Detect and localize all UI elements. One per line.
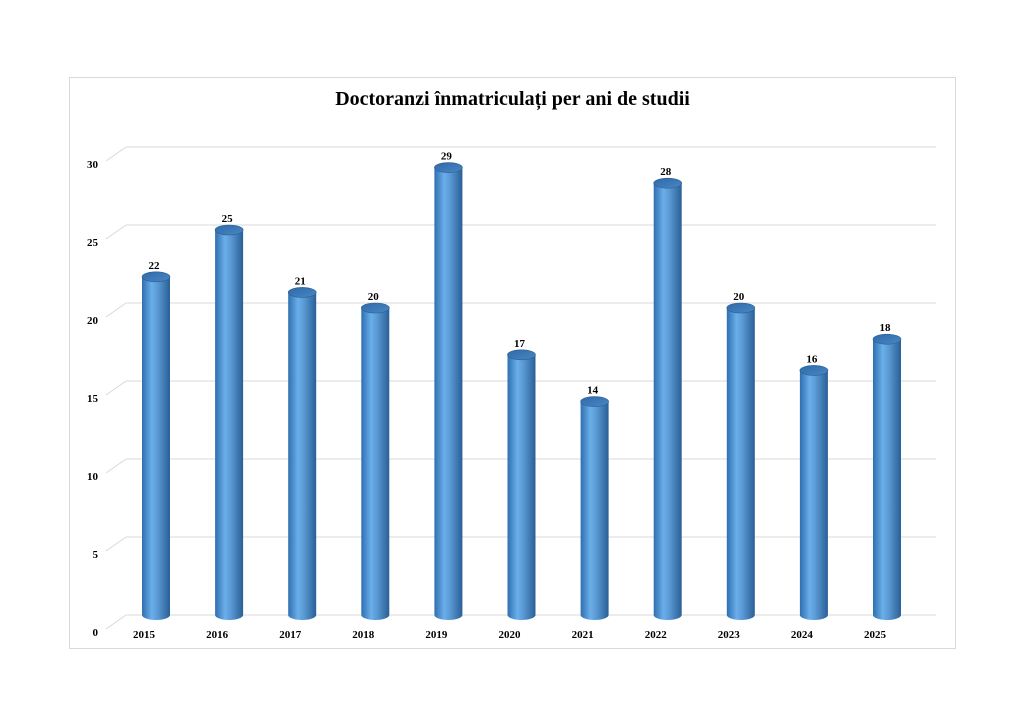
bar-cap (726, 302, 756, 314)
bar-body (288, 292, 317, 620)
bar-body (873, 339, 901, 620)
data-label: 21 (295, 275, 306, 287)
data-label: 20 (368, 291, 380, 303)
y-tick-label: 25 (87, 237, 99, 249)
bar-body (361, 308, 390, 620)
bar-cap (872, 333, 902, 345)
data-label: 25 (222, 213, 234, 225)
data-label: 20 (733, 291, 745, 303)
x-axis: 2015 2016 2017 2018 2019 2020 2021 2022 2023 2024… (133, 629, 887, 641)
x-tick-label: 2018 (352, 629, 375, 641)
bar (214, 224, 244, 620)
bar (653, 177, 683, 620)
chart-frame: Doctoranzi înmatriculați per ani de stud… (69, 77, 956, 649)
data-label: 28 (660, 166, 672, 178)
bar (287, 287, 317, 620)
data-label: 16 (806, 353, 818, 365)
bar (141, 271, 171, 620)
bars (141, 162, 902, 620)
bar (726, 302, 756, 620)
x-tick-label: 2020 (499, 629, 522, 641)
data-label: 29 (441, 151, 453, 163)
y-tick-label: 30 (87, 159, 99, 171)
x-tick-label: 2019 (425, 629, 448, 641)
bar-body (215, 230, 244, 620)
y-tick-label: 20 (87, 315, 99, 327)
bar-cap (507, 349, 536, 361)
x-tick-label: 2016 (206, 629, 229, 641)
bar-body (799, 370, 828, 620)
x-tick-label: 2024 (791, 629, 814, 641)
y-tick-label: 10 (87, 471, 99, 483)
bar (580, 396, 609, 620)
bar-body (142, 276, 170, 620)
data-label: 14 (587, 385, 599, 397)
gridline-depth (105, 146, 127, 162)
bar (872, 333, 902, 620)
x-tick-label: 2017 (279, 629, 302, 641)
bar-cap (580, 396, 609, 407)
bar-cap (287, 287, 317, 298)
bar-body (653, 183, 682, 620)
bar-cap (141, 271, 171, 283)
data-label: 17 (514, 338, 526, 350)
gridline-depth (105, 458, 127, 474)
bar-cap (214, 224, 244, 236)
y-tick-label: 0 (93, 627, 99, 639)
chart-title: Doctoranzi înmatriculați per ani de stud… (335, 88, 690, 110)
x-tick-label: 2021 (572, 629, 594, 641)
x-tick-label: 2025 (864, 629, 887, 641)
data-label: 22 (149, 260, 161, 272)
bar (360, 302, 390, 620)
x-tick-label: 2022 (645, 629, 668, 641)
bar-cap (653, 177, 683, 189)
bar-body (507, 354, 536, 620)
bar-body (580, 401, 609, 620)
gridline-depth (105, 536, 127, 552)
y-tick-label: 5 (93, 549, 99, 561)
bar-body (726, 308, 755, 620)
bar (434, 162, 463, 620)
y-axis: 0 5 10 15 20 25 30 (87, 159, 99, 639)
bar-cap (434, 162, 463, 173)
bar-cap (360, 302, 390, 314)
gridline-depth (105, 614, 127, 630)
bar-cap (799, 365, 829, 376)
gridline-depth (105, 302, 127, 318)
bar (799, 365, 829, 620)
bar (507, 349, 536, 620)
x-tick-label: 2023 (718, 629, 741, 641)
data-labels: 22 25 21 20 29 17 14 28 20 16 18 (149, 151, 892, 397)
x-tick-label: 2015 (133, 629, 156, 641)
data-label: 18 (880, 322, 892, 334)
y-tick-label: 15 (87, 393, 99, 405)
gridline-depth (105, 224, 127, 240)
gridline-depth (105, 380, 127, 396)
bar-body (434, 167, 463, 620)
